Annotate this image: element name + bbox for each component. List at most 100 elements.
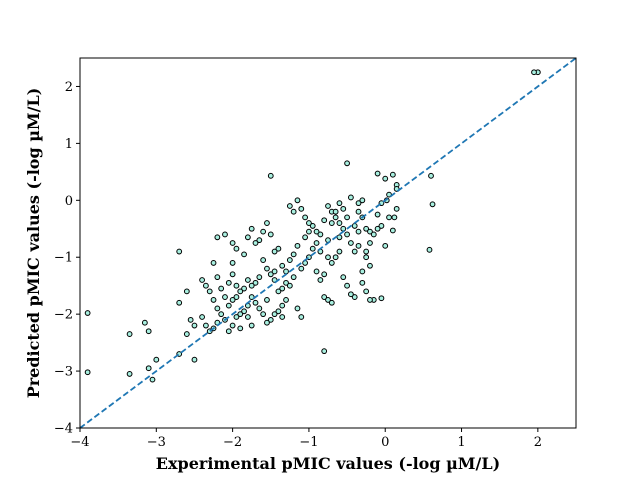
data-point: [298, 314, 305, 320]
data-point: [336, 220, 343, 226]
data-point: [267, 231, 274, 238]
data-point: [336, 200, 343, 207]
data-point: [313, 268, 320, 275]
data-point: [199, 277, 205, 283]
data-point: [256, 274, 263, 281]
data-point: [426, 246, 433, 253]
data-point: [233, 282, 240, 289]
data-point: [389, 171, 396, 178]
data-point: [279, 314, 286, 320]
data-point: [260, 257, 267, 263]
data-point: [229, 297, 236, 303]
data-point: [332, 208, 339, 215]
data-point: [225, 302, 232, 309]
data-point: [237, 311, 244, 318]
x-tick-label: −2: [223, 435, 242, 450]
data-point: [286, 257, 293, 263]
data-point: [321, 217, 328, 224]
data-point: [306, 220, 312, 226]
data-point: [233, 245, 240, 252]
data-point: [256, 237, 263, 244]
data-point: [344, 160, 350, 167]
data-point: [229, 260, 236, 266]
data-point: [340, 205, 347, 212]
data-point: [229, 240, 236, 246]
data-point: [84, 369, 91, 376]
data-point: [302, 214, 309, 221]
data-point: [302, 260, 309, 266]
x-tick-label: −4: [70, 435, 89, 450]
data-point: [218, 285, 225, 292]
data-point: [191, 322, 198, 329]
data-point: [336, 234, 343, 241]
data-point: [313, 228, 320, 235]
data-point: [309, 245, 316, 252]
data-point: [531, 69, 537, 76]
data-point: [344, 231, 350, 238]
data-point: [298, 205, 305, 212]
data-point: [145, 365, 152, 372]
data-point: [321, 348, 328, 355]
data-point: [393, 205, 400, 212]
data-point: [279, 302, 286, 309]
data-point: [328, 220, 335, 226]
data-point: [225, 279, 232, 286]
plot-frame: [79, 57, 577, 429]
data-point: [317, 231, 324, 238]
data-point: [145, 328, 152, 335]
data-point: [355, 242, 362, 249]
x-axis-ticks: −4 −3 −2 −1 0 1 2: [70, 428, 542, 450]
data-point: [214, 305, 221, 312]
data-point: [206, 288, 213, 295]
data-point: [267, 271, 274, 278]
data-point: [378, 223, 385, 229]
data-point: [359, 268, 366, 275]
data-point: [363, 288, 370, 295]
data-point: [183, 288, 190, 295]
data-point: [286, 203, 293, 209]
data-point: [347, 240, 354, 246]
data-point: [321, 294, 328, 300]
data-point: [126, 331, 133, 337]
x-axis-title: Experimental pMIC values (-log µM/L): [156, 454, 500, 473]
data-point: [363, 254, 370, 261]
data-point: [256, 305, 263, 312]
data-point: [351, 248, 358, 255]
data-point: [351, 223, 358, 229]
data-point: [176, 248, 183, 255]
data-point: [252, 240, 259, 246]
reference-line: [79, 57, 577, 429]
data-point: [286, 282, 293, 289]
y-tick-label: 0: [65, 194, 73, 209]
data-point: [176, 299, 183, 306]
data-point: [275, 245, 282, 252]
data-point: [429, 201, 436, 208]
data-point: [321, 271, 328, 278]
data-point: [126, 371, 133, 377]
data-point: [367, 297, 373, 303]
data-point: [248, 225, 255, 232]
data-point: [351, 294, 358, 300]
data-point: [244, 234, 251, 241]
data-point: [317, 277, 324, 283]
data-point: [347, 194, 354, 201]
data-point: [340, 274, 347, 281]
data-point: [248, 282, 255, 289]
data-point: [267, 172, 274, 179]
data-point: [391, 214, 398, 221]
data-point: [332, 254, 339, 261]
data-point: [294, 197, 301, 204]
data-points: [84, 69, 541, 383]
data-point: [271, 311, 278, 318]
data-point: [370, 231, 377, 238]
data-point: [328, 260, 335, 266]
data-point: [382, 175, 389, 182]
data-point: [187, 316, 194, 323]
data-point: [210, 260, 217, 266]
data-point: [222, 231, 228, 238]
y-tick-label: 2: [65, 80, 73, 95]
data-point: [237, 325, 244, 332]
data-point: [241, 308, 247, 315]
data-point: [237, 288, 244, 295]
